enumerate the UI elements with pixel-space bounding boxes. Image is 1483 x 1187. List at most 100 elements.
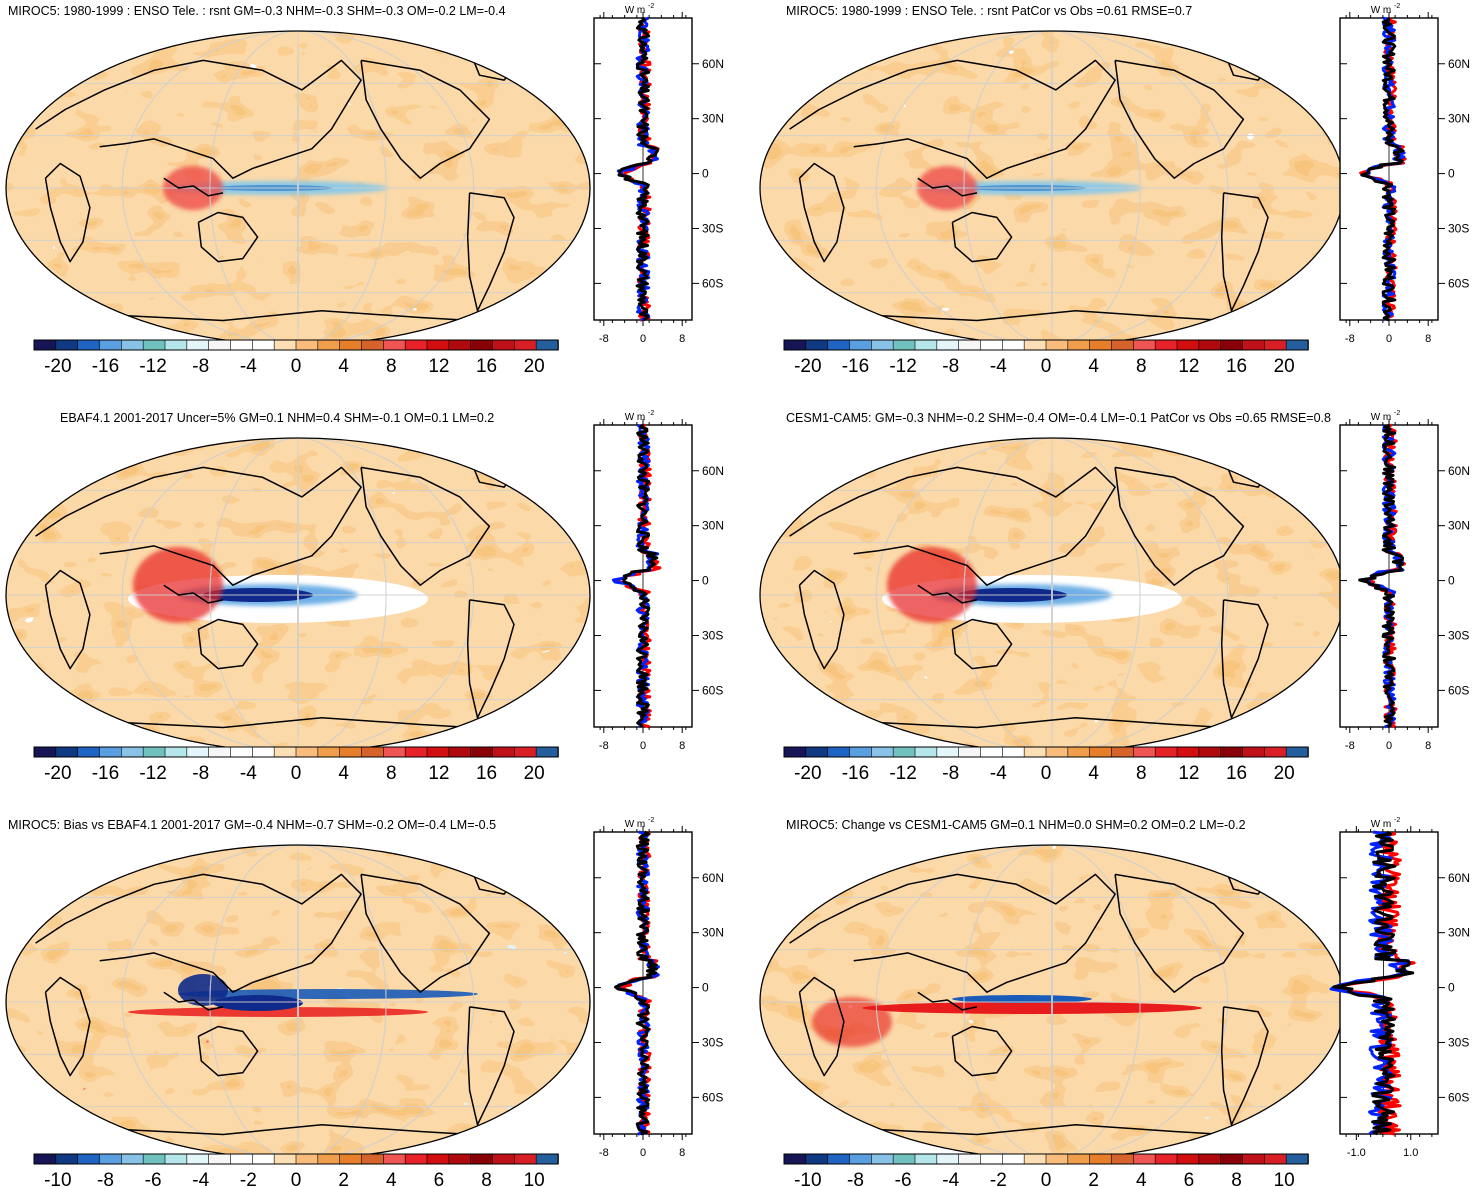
- colorbar-tick-label: -12: [889, 356, 916, 377]
- map-field: [6, 31, 590, 345]
- profile-x-tick-label: -8: [1345, 333, 1355, 345]
- colorbar-cell: [186, 1153, 210, 1165]
- colorbar-cell: [958, 339, 982, 351]
- colorbar-cell: [1111, 746, 1135, 758]
- colorbar-tick-label: 16: [1226, 763, 1247, 784]
- coast-north-america: [1114, 873, 1245, 993]
- colorbar-cell: [980, 339, 1004, 351]
- graticule-meridian: [297, 31, 299, 345]
- colorbar-cell: [1002, 339, 1025, 351]
- colorbar-tick-label: -10: [794, 1170, 821, 1187]
- colorbar-cell: [470, 746, 494, 758]
- chart-panel-4: CESM1-CAM5: GM=-0.3 NHM=-0.2 SHM=-0.4 OM…: [759, 410, 1470, 784]
- colorbar-tick-label: -20: [44, 356, 71, 377]
- coast-south-america: [1220, 192, 1269, 312]
- colorbar-cell: [230, 1153, 254, 1165]
- colorbar-cell: [892, 1153, 916, 1165]
- colorbar-tick-label: 8: [386, 763, 397, 784]
- colorbar-cell: [273, 339, 297, 351]
- profile-y-tick-label: 30N: [702, 112, 724, 126]
- colorbar-tick-label: -8: [942, 356, 959, 377]
- profile-x-tick-label: 8: [679, 740, 685, 752]
- graticule-meridian: [963, 438, 1141, 752]
- colorbar-cell: [1242, 339, 1266, 351]
- colorbar-cell: [805, 1153, 829, 1165]
- profile-x-tick-label: -8: [599, 1147, 609, 1159]
- profile-x-tick-label: 8: [1425, 740, 1431, 752]
- profile-y-tick-label: 60N: [702, 871, 724, 885]
- zonal-profile: -8 0 8 60N 30N 0 30S 60S W m -2: [593, 817, 724, 1159]
- colorbar-cell: [339, 746, 363, 758]
- colorbar-tick-label: 8: [1136, 763, 1147, 784]
- graticule-meridian: [297, 845, 299, 1159]
- map-graticule: [760, 31, 1344, 345]
- coast-north-america: [360, 59, 491, 179]
- maritime-warm-pool: [887, 547, 977, 623]
- colorbar-cell: [1285, 746, 1309, 758]
- colorbar-tick-label: 20: [524, 763, 545, 784]
- colorbar-tick-label: -12: [139, 356, 166, 377]
- colorbar-frame: [33, 746, 559, 758]
- profile-x-tick-label: -1.0: [1347, 1147, 1366, 1159]
- colorbar-cell: [1220, 339, 1244, 351]
- colorbar-cell: [426, 339, 450, 351]
- profile-x-tick-label: 8: [679, 333, 685, 345]
- colorbar-cell: [1242, 746, 1266, 758]
- colorbar-cell: [404, 1153, 428, 1165]
- colorbar-cell: [361, 746, 385, 758]
- profile-y-tick-label: 60S: [702, 276, 723, 290]
- colorbar-cell: [914, 339, 938, 351]
- colorbar-cell: [958, 1153, 982, 1165]
- colorbar-cell: [1264, 1153, 1287, 1165]
- colorbar-cell: [827, 339, 851, 351]
- colorbar-cell: [805, 746, 829, 758]
- profile-unit-label: W m: [625, 819, 646, 830]
- graticule-meridian: [1051, 845, 1053, 1159]
- colorbar-cell: [1111, 1153, 1135, 1165]
- coast-north-america: [1114, 59, 1245, 179]
- profile-unit-exponent: -2: [648, 3, 654, 10]
- colorbar-frame: [33, 1153, 559, 1165]
- colorbar-cell: [77, 339, 101, 351]
- colorbar-cell: [273, 1153, 297, 1165]
- colorbar-tick-label: 20: [1274, 763, 1295, 784]
- profile-x-tick-label: 0: [640, 1147, 646, 1159]
- coast-indonesia: [917, 177, 978, 197]
- colorbar-cell: [317, 746, 341, 758]
- change-red-patch: [812, 997, 892, 1047]
- profile-y-tick-label: 60S: [702, 1090, 723, 1104]
- colorbar-cell: [99, 339, 123, 351]
- coast-australia: [197, 211, 259, 263]
- colorbar-tick-label: -8: [192, 763, 209, 784]
- colorbar-tick-label: 16: [476, 763, 497, 784]
- profile-unit-exponent: -2: [1394, 3, 1400, 10]
- colorbar-cell: [849, 339, 873, 351]
- colorbar-tick-label: 10: [1274, 1170, 1295, 1187]
- graticule-meridian: [297, 438, 299, 752]
- colorbar-cell: [317, 339, 341, 351]
- colorbar-tick-label: -6: [145, 1170, 162, 1187]
- profile-y-tick-label: 60N: [1448, 871, 1470, 885]
- chart-title: MIROC5: 1980-1999 : ENSO Tele. : rsnt Pa…: [786, 4, 1192, 18]
- colorbar-tick-label: -16: [92, 763, 119, 784]
- coast-africa: [798, 162, 845, 263]
- coast-eurasia: [789, 59, 1116, 179]
- colorbar-tick-label: -4: [192, 1170, 209, 1187]
- map-field: [760, 31, 1344, 345]
- colorbar-cell: [1023, 1153, 1047, 1165]
- profile-y-tick-label: 30N: [1448, 112, 1470, 126]
- graticule-meridian: [1051, 31, 1053, 345]
- colorbar-cell: [33, 746, 57, 758]
- colorbar-tick-label: -4: [240, 763, 257, 784]
- graticule-meridian: [963, 845, 1141, 1159]
- colorbar-cell: [1133, 1153, 1156, 1165]
- coast-north-america: [360, 466, 491, 586]
- colorbar-cell: [827, 746, 851, 758]
- coast-eurasia: [35, 873, 362, 993]
- colorbar-cell: [849, 1153, 873, 1165]
- colorbar: -10 -8 -6 -4 -2 0 2 4 6 8 10: [33, 1153, 559, 1187]
- colorbar-cell: [492, 746, 516, 758]
- coast-australia: [951, 618, 1013, 670]
- colorbar-cell: [339, 339, 363, 351]
